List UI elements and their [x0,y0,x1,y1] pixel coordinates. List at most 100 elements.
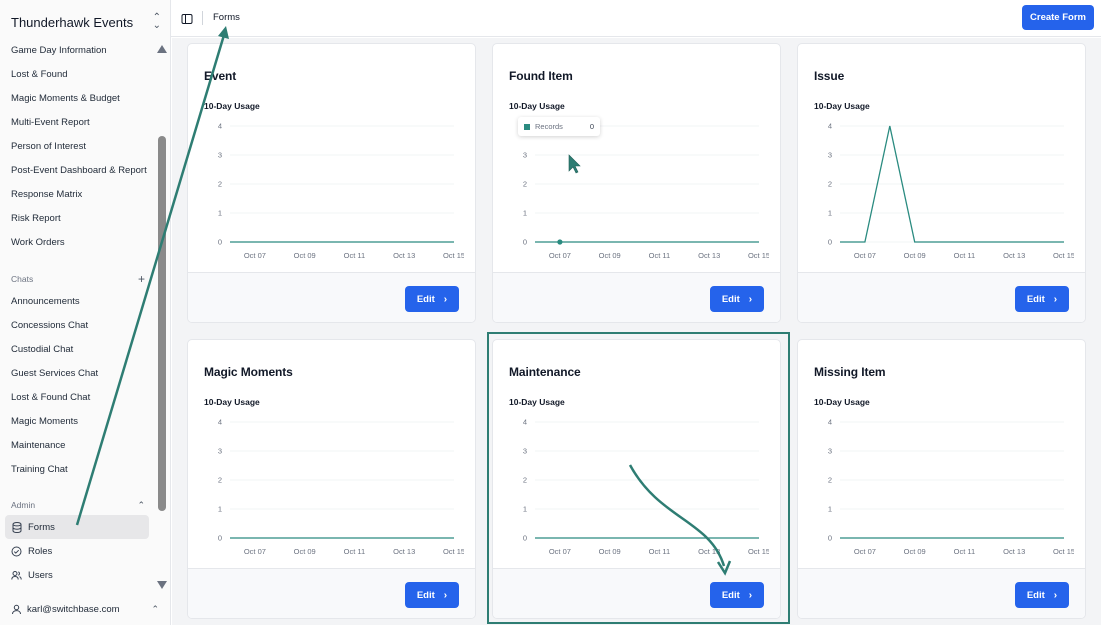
card-title: Issue [814,69,845,83]
edit-button[interactable]: Edit › [1015,286,1069,312]
chevron-right-icon: › [1053,293,1058,305]
chat-item[interactable]: Magic Moments [11,415,79,427]
sidebar-item-forms[interactable]: Forms [5,515,149,539]
scrollbar-thumb[interactable] [158,136,166,511]
form-card: Magic Moments 10-Day Usage 0 1 2 3 4 Oct 07 Oc… [187,339,476,619]
chats-section-header: Chats + [11,272,145,286]
check-circle-icon [11,546,22,557]
chat-item[interactable]: Announcements [11,295,80,307]
x-tick-label: Oct 07 [549,547,571,556]
form-card: Issue 10-Day Usage 0 1 2 3 4 Oct 07 Oct 09 Oct … [797,43,1086,323]
chat-item[interactable]: Training Chat [11,463,68,475]
x-tick-label: Oct 13 [1003,547,1025,556]
y-tick-label: 4 [828,122,832,131]
sidebar-item-users[interactable]: Users [0,563,156,587]
sidebar-item[interactable]: Magic Moments & Budget [11,92,120,104]
chat-item[interactable]: Lost & Found Chat [11,391,91,403]
x-tick-label: Oct 15 [748,251,769,260]
sidebar-item[interactable]: Work Orders [11,236,65,248]
card-footer: Edit › [798,272,1085,322]
y-tick-label: 1 [523,209,527,218]
chat-item[interactable]: Guest Services Chat [11,367,99,379]
y-tick-label: 2 [828,180,832,189]
edit-button[interactable]: Edit › [1015,582,1069,608]
edit-label: Edit [721,589,740,601]
chat-item[interactable]: Maintenance [11,439,66,451]
x-tick-label: Oct 07 [244,251,266,260]
card-title: Magic Moments [204,365,293,379]
y-tick-label: 3 [523,151,527,160]
y-tick-label: 1 [218,209,222,218]
sidebar-item[interactable]: Response Matrix [11,188,83,200]
sidebar-item[interactable]: Lost & Found [11,68,68,80]
x-tick-label: Oct 09 [599,547,621,556]
card-title: Event [204,69,237,83]
y-tick-label: 2 [218,180,222,189]
y-tick-label: 1 [218,505,222,514]
sidebar-item-roles[interactable]: Roles [0,539,156,563]
chevron-right-icon: › [748,589,753,601]
form-card: Event 10-Day Usage 0 1 2 3 4 Oct 07 Oct 09 Oct … [187,43,476,323]
series-swatch [524,123,530,130]
breadcrumb: Forms [213,12,240,23]
x-tick-label: Oct 15 [443,251,464,260]
chevron-right-icon: › [748,293,753,305]
chevron-right-icon: › [443,589,448,601]
card-title: Maintenance [509,365,581,379]
chevron-up-icon: ⌃ [137,499,145,510]
x-tick-label: Oct 11 [954,547,976,556]
workspace-switcher[interactable]: Thunderhawk Events ⌃ ⌄ [11,13,161,31]
card-subtitle: 10-Day Usage [509,101,565,111]
y-tick-label: 0 [828,238,832,247]
x-tick-label: Oct 11 [344,251,366,260]
card-subtitle: 10-Day Usage [814,397,870,407]
x-tick-label: Oct 15 [1053,547,1074,556]
create-form-button[interactable]: Create Form [1022,5,1094,30]
sidebar-item[interactable]: Post-Event Dashboard & Report [11,164,147,176]
y-tick-label: 2 [828,476,832,485]
edit-button[interactable]: Edit › [710,286,764,312]
x-tick-label: Oct 13 [393,251,415,260]
edit-button[interactable]: Edit › [405,286,459,312]
card-title: Missing Item [814,365,886,379]
sidebar-item[interactable]: Risk Report [11,212,61,224]
edit-label: Edit [1026,589,1045,601]
chats-label: Chats [11,274,34,284]
series-line [840,125,1064,243]
tooltip-label: Records [535,122,563,131]
scroll-up-arrow[interactable] [157,45,167,53]
edit-button[interactable]: Edit › [405,582,459,608]
chat-item[interactable]: Concessions Chat [11,319,89,331]
chat-item[interactable]: Custodial Chat [11,343,74,355]
forms-grid: Event 10-Day Usage 0 1 2 3 4 Oct 07 Oct 09 Oct … [172,38,1101,625]
panel-toggle-icon[interactable] [181,12,193,24]
chevron-up-down-icon: ⌃ ⌄ [152,12,161,31]
sidebar-item[interactable]: Multi-Event Report [11,116,90,128]
y-tick-label: 2 [523,476,527,485]
card-footer: Edit › [493,568,780,618]
sidebar-item-label: Forms [28,521,55,533]
chart-tooltip: Records 0 [518,117,600,136]
scroll-down-arrow[interactable] [157,581,167,589]
x-tick-label: Oct 07 [549,251,571,260]
x-tick-label: Oct 13 [393,547,415,556]
admin-label: Admin [11,500,36,510]
edit-button[interactable]: Edit › [710,582,764,608]
y-tick-label: 3 [523,447,527,456]
user-menu[interactable]: karl@switchbase.com ⌃ [11,601,159,617]
sidebar-item[interactable]: Person of Interest [11,140,86,152]
add-chat-icon[interactable]: + [137,272,145,286]
y-tick-label: 4 [523,418,527,427]
x-tick-label: Oct 11 [344,547,366,556]
admin-section-header[interactable]: Admin ⌃ [11,498,145,512]
card-subtitle: 10-Day Usage [509,397,565,407]
y-tick-label: 4 [218,122,222,131]
y-tick-label: 2 [523,180,527,189]
form-card: Missing Item 10-Day Usage 0 1 2 3 4 Oct 07 Oct… [797,339,1086,619]
edit-label: Edit [416,293,435,305]
sidebar-item[interactable]: Game Day Information [11,44,107,56]
